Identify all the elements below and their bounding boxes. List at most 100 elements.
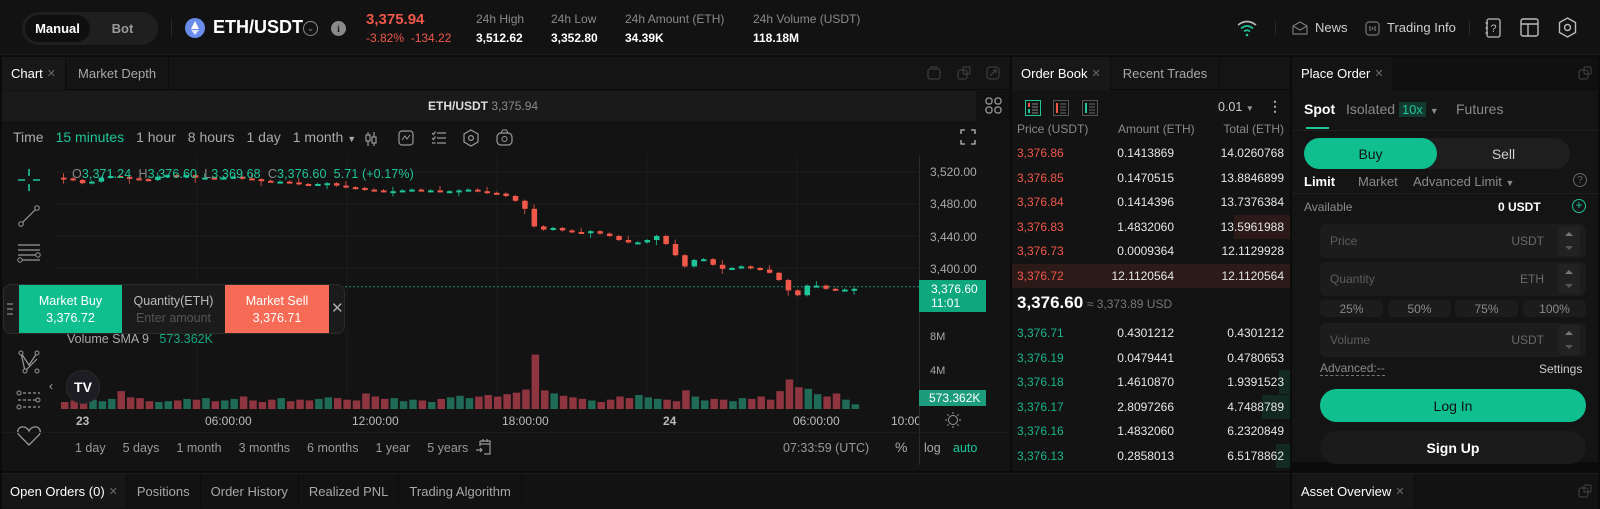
ask-row[interactable]: 3,376.73 0.0009364 12.1129928 bbox=[1017, 244, 1284, 258]
mode-manual-button[interactable]: Manual bbox=[25, 15, 90, 42]
tab-place-order[interactable]: Place Order ✕ bbox=[1292, 57, 1394, 90]
tradingview-logo[interactable]: TV bbox=[66, 370, 100, 404]
sell-tab-button[interactable]: Sell bbox=[1491, 145, 1516, 162]
popout-icon[interactable] bbox=[1578, 484, 1592, 498]
tab-realized-pnl[interactable]: Realized PNL bbox=[299, 474, 400, 508]
percent-25-button[interactable]: 25% bbox=[1320, 300, 1383, 317]
more-options-icon[interactable]: ⋮ bbox=[1268, 98, 1282, 114]
ask-row[interactable]: 3,376.86 0.1413869 14.0260768 bbox=[1017, 146, 1284, 160]
mode-bot-button[interactable]: Bot bbox=[111, 21, 134, 36]
tab-chart[interactable]: Chart ✕ bbox=[2, 57, 67, 90]
utc-clock[interactable]: 07:33:59 (UTC) bbox=[783, 441, 870, 455]
add-funds-icon[interactable]: + bbox=[1572, 199, 1586, 213]
fullscreen-icon[interactable] bbox=[960, 129, 976, 145]
trading-info-link[interactable]: Trading Info bbox=[1387, 20, 1456, 35]
range-3m[interactable]: 3 months bbox=[238, 441, 291, 455]
tab-positions[interactable]: Positions bbox=[127, 474, 201, 508]
range-1y[interactable]: 1 year bbox=[375, 441, 411, 455]
bid-row[interactable]: 3,376.18 1.4610870 1.9391523 bbox=[1012, 370, 1290, 394]
pattern-icon[interactable] bbox=[16, 349, 42, 375]
market-buy-button[interactable]: Market Buy 3,376.72 bbox=[19, 285, 122, 333]
pair-selector[interactable]: ETH/USDT bbox=[213, 17, 303, 37]
advanced-link[interactable]: Advanced:-- bbox=[1320, 361, 1385, 376]
log-scale-toggle[interactable]: log bbox=[924, 441, 941, 455]
view-asks-icon[interactable] bbox=[1053, 100, 1069, 116]
panel-popout-icon[interactable] bbox=[957, 66, 971, 80]
tab-order-history[interactable]: Order History bbox=[201, 474, 299, 508]
fib-icon[interactable] bbox=[16, 387, 42, 413]
chart-settings-icon[interactable] bbox=[463, 129, 479, 147]
favorite-heart-icon[interactable] bbox=[16, 424, 42, 448]
trading-info-icon[interactable] bbox=[1365, 21, 1380, 36]
range-1d[interactable]: 1 day bbox=[75, 441, 106, 455]
layout-icon[interactable] bbox=[1520, 18, 1539, 37]
range-6m[interactable]: 6 months bbox=[307, 441, 359, 455]
help-icon[interactable]: ? bbox=[1573, 173, 1587, 187]
camera-icon[interactable] bbox=[496, 129, 513, 146]
tab-order-book[interactable]: Order Book ✕ bbox=[1012, 57, 1111, 90]
grid-layout-icon[interactable] bbox=[976, 91, 1010, 121]
interval-1d[interactable]: 1 day bbox=[246, 129, 281, 145]
bid-row[interactable]: 3,376.17 2.8097266 4.7488789 bbox=[1012, 394, 1290, 419]
checklist-icon[interactable] bbox=[431, 130, 447, 146]
ask-row[interactable]: 3,376.83 1.4832060 13.5961988 bbox=[1012, 214, 1290, 239]
settings-link[interactable]: Settings bbox=[1539, 362, 1583, 376]
bid-row[interactable]: 3,376.13 0.2858013 6.5178862 bbox=[1012, 443, 1290, 468]
volume-input[interactable]: Volume USDT bbox=[1320, 323, 1586, 357]
candlestick-chart[interactable] bbox=[57, 155, 919, 395]
interval-8h[interactable]: 8 hours bbox=[187, 129, 235, 145]
mail-icon[interactable] bbox=[1292, 21, 1308, 35]
precision-dropdown[interactable]: 0.01 ▼ bbox=[1218, 100, 1254, 114]
view-bids-icon[interactable] bbox=[1082, 100, 1098, 116]
close-icon[interactable]: ✕ bbox=[331, 300, 344, 317]
interval-1h[interactable]: 1 hour bbox=[136, 129, 176, 145]
panel-stack-icon[interactable] bbox=[927, 66, 941, 80]
interval-15m[interactable]: 15 minutes bbox=[55, 129, 125, 145]
price-stepper[interactable] bbox=[1558, 226, 1580, 256]
quantity-input-field[interactable]: Quantity ETH bbox=[1320, 262, 1586, 296]
percent-scale-toggle[interactable]: % bbox=[895, 439, 908, 455]
signup-button[interactable]: Sign Up bbox=[1320, 431, 1586, 464]
market-sell-button[interactable]: Market Sell 3,376.71 bbox=[225, 285, 329, 333]
interval-time[interactable]: Time bbox=[13, 129, 44, 145]
quantity-stepper[interactable] bbox=[1558, 264, 1580, 294]
candle-type-icon[interactable] bbox=[364, 131, 378, 147]
quantity-input[interactable]: Quantity(ETH) Enter amount bbox=[133, 294, 214, 325]
range-1m[interactable]: 1 month bbox=[176, 441, 222, 455]
chevron-down-icon[interactable]: ⌄ bbox=[303, 21, 318, 36]
tab-trading-algorithm[interactable]: Trading Algorithm bbox=[399, 474, 522, 508]
goto-date-icon[interactable] bbox=[475, 438, 493, 456]
panel-expand-icon[interactable] bbox=[986, 66, 1000, 80]
bid-row[interactable]: 3,376.19 0.0479441 0.4780653 bbox=[1017, 350, 1284, 365]
interval-1month-dropdown[interactable]: 1 month ▼ bbox=[292, 129, 357, 145]
tab-spot[interactable]: Spot bbox=[1304, 101, 1336, 117]
bid-row[interactable]: 3,376.71 0.4301212 0.4301212 bbox=[1017, 326, 1284, 340]
popout-icon[interactable] bbox=[1578, 66, 1592, 80]
range-5d[interactable]: 5 days bbox=[122, 441, 160, 455]
drag-handle-icon[interactable] bbox=[7, 302, 13, 316]
ask-row[interactable]: 3,376.85 0.1470515 13.8846899 bbox=[1017, 170, 1284, 185]
crosshair-icon[interactable] bbox=[16, 167, 42, 193]
help-book-icon[interactable]: ? bbox=[1485, 18, 1501, 38]
login-button[interactable]: Log In bbox=[1320, 389, 1586, 422]
news-link[interactable]: News bbox=[1315, 20, 1348, 35]
info-icon[interactable]: i bbox=[331, 21, 346, 36]
volume-chart[interactable] bbox=[57, 327, 919, 409]
auto-scale-toggle[interactable]: auto bbox=[953, 441, 978, 455]
percent-50-button[interactable]: 50% bbox=[1388, 300, 1451, 317]
tab-recent-trades[interactable]: Recent Trades bbox=[1111, 57, 1221, 90]
price-input[interactable]: Price USDT bbox=[1320, 224, 1586, 258]
view-both-icon[interactable] bbox=[1025, 100, 1041, 116]
ask-row[interactable]: 3,376.72 12.1120564 12.1120564 bbox=[1012, 263, 1290, 288]
indicators-icon[interactable] bbox=[398, 130, 414, 146]
order-type-market[interactable]: Market bbox=[1358, 174, 1398, 189]
scroll-left-icon[interactable]: ‹ bbox=[49, 379, 53, 393]
volume-stepper[interactable] bbox=[1558, 325, 1580, 355]
order-type-advanced-limit[interactable]: Advanced Limit ▼ bbox=[1413, 174, 1515, 189]
percent-100-button[interactable]: 100% bbox=[1523, 300, 1586, 317]
tab-market-depth[interactable]: Market Depth bbox=[66, 57, 170, 90]
bid-row[interactable]: 3,376.16 1.4832060 6.2320849 bbox=[1017, 424, 1284, 438]
tab-asset-overview[interactable]: Asset Overview ✕ bbox=[1292, 474, 1415, 508]
tab-isolated[interactable]: Isolated 10x ▼ bbox=[1346, 101, 1439, 117]
settings-icon[interactable] bbox=[1558, 17, 1577, 38]
